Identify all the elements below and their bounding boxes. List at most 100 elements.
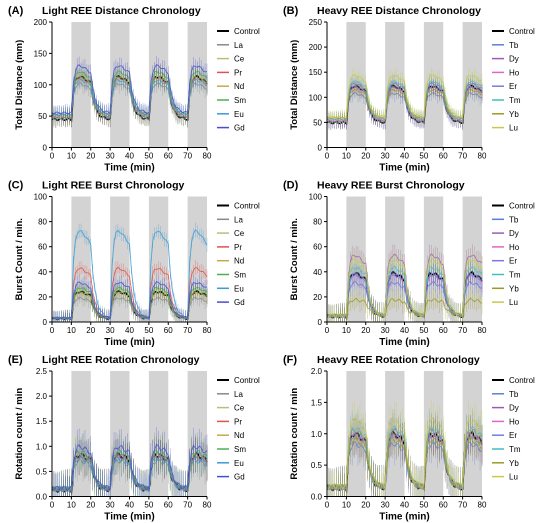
- x-axis-label: Time (min): [379, 512, 429, 523]
- panel-label: (A): [8, 5, 24, 17]
- y-tick-label: 100: [309, 193, 323, 202]
- chart-panel: (F) Heavy REE Rotation Chronology 0 10 20 30 4…: [283, 354, 535, 523]
- y-tick-label: 1.0: [311, 430, 323, 439]
- panel-label: (B): [283, 5, 299, 17]
- x-tick-label: 60: [439, 326, 448, 335]
- series-line: [51, 454, 208, 493]
- y-tick-label: 0.0: [36, 493, 48, 502]
- x-tick-label: 50: [419, 501, 428, 510]
- series-line: [51, 281, 208, 320]
- x-tick-label: 40: [400, 326, 409, 335]
- legend: Control Tb Dy Ho Er Tm Yb Lu: [492, 27, 535, 133]
- legend-entry: Control: [234, 27, 260, 36]
- x-axis-label: Time (min): [104, 337, 154, 348]
- x-tick-label: 20: [86, 501, 95, 510]
- y-tick-label: 100: [34, 81, 48, 90]
- x-tick-label: 80: [203, 326, 212, 335]
- x-tick-label: 30: [106, 152, 115, 161]
- x-tick-label: 80: [478, 501, 487, 510]
- x-tick-label: 80: [203, 501, 212, 510]
- legend-entry: Sm: [234, 271, 246, 280]
- series-line: [51, 63, 208, 116]
- y-tick-label: 200: [34, 18, 48, 27]
- x-axis-label: Time (min): [379, 337, 429, 348]
- x-tick-label: 60: [164, 152, 173, 161]
- y-tick-label: 0.0: [311, 493, 323, 502]
- x-tick-label: 10: [67, 501, 76, 510]
- x-tick-label: 30: [106, 326, 115, 335]
- y-tick-label: 80: [38, 218, 47, 227]
- series-group: [326, 67, 483, 131]
- y-tick-label: 0: [318, 318, 323, 327]
- x-tick-label: 50: [144, 501, 153, 510]
- legend-entry: Pr: [234, 243, 242, 252]
- y-axis-label: Burst Count / min.: [289, 218, 300, 300]
- legend-entry: Er: [509, 82, 517, 91]
- y-axis-label: Burst Count / min.: [14, 218, 25, 300]
- legend-entry: Dy: [509, 55, 519, 64]
- series-group: [326, 399, 483, 497]
- legend-entry: Ho: [509, 243, 520, 252]
- x-tick-label: 0: [50, 326, 55, 335]
- x-tick-label: 0: [50, 152, 55, 161]
- series-line: [326, 416, 483, 490]
- x-tick-label: 60: [164, 501, 173, 510]
- legend: Control Tb Dy Ho Er Tm Yb Lu: [492, 202, 535, 307]
- y-tick-label: 0: [43, 144, 48, 153]
- x-axis-label: Time (min): [104, 163, 154, 174]
- series-group: [51, 222, 208, 322]
- x-tick-label: 80: [478, 326, 487, 335]
- legend-entry: Tm: [509, 445, 521, 454]
- legend-entry: Lu: [509, 473, 518, 482]
- x-axis-label: Time (min): [379, 163, 429, 174]
- x-tick-label: 70: [183, 501, 192, 510]
- legend-entry: Dy: [509, 404, 519, 413]
- legend-entry: Dy: [509, 229, 519, 238]
- legend-entry: Yb: [509, 110, 519, 119]
- x-axis-label: Time (min): [104, 512, 154, 523]
- x-tick-label: 70: [183, 152, 192, 161]
- x-tick-label: 60: [439, 152, 448, 161]
- x-tick-label: 20: [361, 326, 370, 335]
- legend-entry: Eu: [234, 284, 244, 293]
- legend-entry: Sm: [234, 96, 246, 105]
- x-tick-label: 10: [342, 326, 351, 335]
- series-line: [326, 436, 483, 491]
- y-tick-label: 40: [313, 268, 322, 277]
- legend-entry: Nd: [234, 82, 244, 91]
- x-tick-label: 60: [439, 501, 448, 510]
- x-tick-label: 20: [361, 501, 370, 510]
- y-tick-label: 2.5: [36, 367, 48, 376]
- x-tick-label: 60: [164, 326, 173, 335]
- y-tick-label: 2.0: [311, 367, 323, 376]
- y-axis-label: Total Distance (mm): [14, 40, 25, 130]
- x-tick-label: 20: [86, 326, 95, 335]
- y-tick-label: 100: [309, 93, 323, 102]
- legend-entry: Er: [509, 257, 517, 266]
- y-tick-label: 40: [38, 268, 47, 277]
- legend-entry: La: [234, 215, 243, 224]
- legend-entry: Tb: [509, 215, 519, 224]
- series-line: [51, 229, 208, 321]
- shade-interval: [71, 371, 91, 497]
- chart-title: Heavy REE Burst Chronology: [317, 180, 465, 192]
- x-tick-label: 20: [86, 152, 95, 161]
- legend-entry: Tb: [509, 390, 519, 399]
- y-axis-label: Rotation count / min: [14, 388, 25, 480]
- chart-panel: (D) Heavy REE Burst Chronology 0 10 20 30 40 50…: [283, 180, 535, 349]
- x-tick-label: 70: [458, 152, 467, 161]
- legend-entry: Tb: [509, 41, 519, 50]
- x-tick-label: 10: [342, 152, 351, 161]
- legend-entry: Er: [509, 431, 517, 440]
- x-tick-label: 50: [144, 152, 153, 161]
- y-tick-label: 0.5: [311, 461, 323, 470]
- legend-entry: Eu: [234, 459, 244, 468]
- y-tick-label: 1.5: [36, 417, 48, 426]
- legend-entry: Nd: [234, 257, 244, 266]
- chart-panel: (B) Heavy REE Distance Chronology 0 10 20 30 4…: [283, 5, 535, 174]
- x-tick-label: 10: [342, 501, 351, 510]
- x-tick-label: 20: [361, 152, 370, 161]
- x-tick-label: 70: [458, 501, 467, 510]
- x-tick-label: 30: [106, 501, 115, 510]
